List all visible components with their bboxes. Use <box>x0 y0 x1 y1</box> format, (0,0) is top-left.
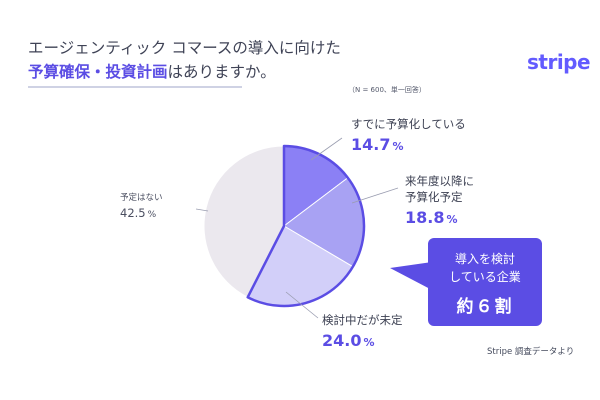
title-highlight: 予算確保・投資計画 <box>28 63 168 81</box>
slice-value-next-year: 18.8% <box>405 208 458 227</box>
callout-line-1: 導入を検討 <box>454 252 515 266</box>
slice-label-no-plan: 予定はない 42.5% <box>120 191 163 220</box>
slice-value-considering: 24.0% <box>322 331 375 350</box>
leader-line-no-plan <box>195 208 209 212</box>
slice-label-considering: 検討中だが未定 24.0% <box>322 312 403 350</box>
slice-label-budgeted: すでに予算化している 14.7% <box>351 116 466 154</box>
title-line-2: 予算確保・投資計画はありますか。 <box>28 60 448 84</box>
leader-line-considering <box>285 291 319 319</box>
slice-name-next-year-1: 来年度以降に <box>405 174 474 188</box>
stripe-logo: stripe <box>527 50 591 74</box>
slice-name-considering: 検討中だが未定 <box>322 313 403 327</box>
callout-line-3: 約６割 <box>456 297 514 317</box>
callout-box: 導入を検討 している企業 約６割 <box>428 238 542 326</box>
source-note: Stripe 調査データより <box>487 347 575 357</box>
slice-value-budgeted: 14.7% <box>351 135 404 154</box>
leader-line-budgeted <box>310 137 343 161</box>
callout-line-2: している企業 <box>449 270 521 284</box>
highlight-outline <box>246 144 366 308</box>
pie-slice-no-plan <box>203 145 285 298</box>
slice-name-budgeted: すでに予算化している <box>351 117 466 131</box>
sample-note: （N = 600、単一回答） <box>348 86 426 94</box>
slice-label-next-year: 来年度以降に 予算化予定 18.8% <box>405 173 474 227</box>
leader-line-next-year <box>351 187 399 204</box>
title-underline <box>28 86 242 88</box>
chart-title: エージェンティック コマースの導入に向けた 予算確保・投資計画はありますか。 <box>28 36 448 88</box>
slice-name-next-year-2: 予算化予定 <box>405 190 463 204</box>
title-rest: はありますか。 <box>167 63 276 81</box>
slice-name-no-plan: 予定はない <box>120 193 163 203</box>
title-line-1: エージェンティック コマースの導入に向けた <box>28 39 341 57</box>
slice-value-no-plan: 42.5% <box>120 206 157 220</box>
